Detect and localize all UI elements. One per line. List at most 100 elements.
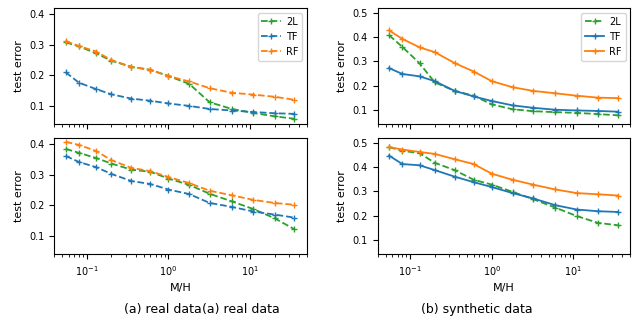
Line: RF: RF: [387, 28, 621, 101]
X-axis label: M/H: M/H: [170, 283, 191, 293]
TF: [164, 101, 172, 105]
2L: [529, 197, 537, 201]
TF: [573, 109, 580, 112]
TF: [62, 154, 70, 158]
2L: [228, 107, 236, 111]
Text: (a) real data: (a) real data: [124, 303, 202, 316]
TF: [62, 70, 70, 74]
RF: [291, 98, 298, 102]
TF: [228, 109, 236, 112]
Line: 2L: 2L: [387, 33, 621, 118]
TF: [470, 180, 477, 184]
RF: [431, 152, 438, 156]
RF: [385, 145, 393, 149]
RF: [228, 91, 236, 95]
TF: [509, 103, 516, 107]
TF: [416, 74, 424, 78]
TF: [552, 108, 559, 112]
RF: [529, 89, 537, 93]
RF: [431, 50, 438, 54]
2L: [92, 156, 100, 160]
2L: [385, 145, 393, 149]
TF: [92, 87, 100, 91]
TF: [399, 72, 406, 76]
2L: [529, 109, 537, 113]
Text: (a) real data: (a) real data: [202, 303, 280, 316]
2L: [271, 216, 278, 220]
2L: [594, 221, 602, 225]
TF: [108, 92, 115, 96]
Line: TF: TF: [387, 65, 621, 114]
Legend: 2L, TF, RF: 2L, TF, RF: [581, 13, 625, 61]
TF: [488, 185, 495, 189]
RF: [509, 178, 516, 182]
RF: [164, 74, 172, 78]
2L: [451, 168, 458, 172]
RF: [399, 37, 406, 41]
TF: [416, 163, 424, 167]
RF: [451, 61, 458, 65]
TF: [385, 66, 393, 70]
RF: [552, 187, 559, 191]
Y-axis label: test error: test error: [13, 40, 24, 92]
RF: [470, 69, 477, 73]
Line: 2L: 2L: [63, 39, 297, 122]
RF: [488, 172, 495, 176]
2L: [488, 102, 495, 106]
RF: [75, 143, 83, 147]
RF: [385, 28, 393, 32]
TF: [92, 165, 100, 169]
2L: [399, 45, 406, 49]
RF: [147, 169, 154, 173]
2L: [552, 110, 559, 114]
2L: [127, 65, 135, 69]
X-axis label: M/H: M/H: [493, 283, 515, 293]
TF: [206, 107, 214, 111]
TF: [552, 203, 559, 207]
TF: [594, 109, 602, 113]
Y-axis label: test error: test error: [337, 170, 347, 222]
2L: [186, 183, 193, 187]
RF: [127, 65, 135, 69]
2L: [206, 192, 214, 196]
2L: [92, 52, 100, 55]
TF: [164, 187, 172, 191]
TF: [614, 210, 621, 214]
RF: [614, 96, 621, 100]
RF: [108, 158, 115, 162]
2L: [573, 111, 580, 115]
TF: [451, 89, 458, 93]
RF: [271, 95, 278, 99]
RF: [75, 44, 83, 48]
Line: TF: TF: [387, 153, 621, 215]
TF: [431, 168, 438, 172]
RF: [186, 181, 193, 185]
TF: [127, 96, 135, 100]
2L: [470, 94, 477, 98]
TF: [75, 160, 83, 164]
2L: [75, 151, 83, 155]
2L: [250, 111, 257, 115]
Text: (b) synthetic data: (b) synthetic data: [421, 303, 532, 316]
2L: [108, 59, 115, 63]
TF: [614, 110, 621, 114]
RF: [470, 162, 477, 166]
RF: [416, 150, 424, 154]
2L: [470, 178, 477, 182]
Line: 2L: 2L: [387, 144, 621, 228]
RF: [594, 192, 602, 196]
2L: [431, 81, 438, 84]
TF: [271, 213, 278, 216]
2L: [164, 177, 172, 181]
2L: [147, 68, 154, 72]
RF: [291, 203, 298, 207]
2L: [186, 82, 193, 86]
RF: [271, 201, 278, 205]
2L: [573, 214, 580, 218]
2L: [594, 112, 602, 116]
RF: [573, 94, 580, 98]
2L: [291, 227, 298, 231]
TF: [529, 106, 537, 110]
2L: [416, 61, 424, 65]
2L: [451, 89, 458, 93]
